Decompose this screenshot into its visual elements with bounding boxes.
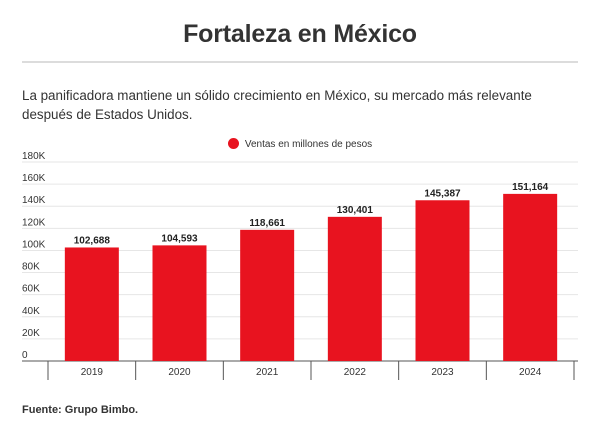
bar-data-label: 102,688 <box>74 235 111 246</box>
bar <box>327 216 382 361</box>
y-tick-label: 0 <box>22 350 28 361</box>
y-tick-label: 140K <box>22 195 46 206</box>
x-tick-label: 2021 <box>256 367 279 378</box>
bar-data-label: 145,387 <box>424 188 461 199</box>
y-tick-label: 20K <box>22 328 40 339</box>
x-tick-label: 2020 <box>168 367 191 378</box>
title-divider <box>22 61 578 63</box>
y-tick-label: 100K <box>22 239 46 250</box>
chart-legend: Ventas en millones de pesos <box>0 138 600 150</box>
bar-chart: 0 20K 40K 60K 80K 100K 120K 140K 160K 180K 102,688… <box>22 151 578 380</box>
legend-swatch-icon <box>227 138 239 149</box>
legend-label: Ventas en millones de pesos <box>244 139 373 150</box>
page-subtitle: La panificadora mantiene un sólido creci… <box>22 88 532 122</box>
source-note: Fuente: Grupo Bimbo. <box>22 404 139 416</box>
bar <box>415 200 470 361</box>
x-tick-label: 2019 <box>81 367 104 378</box>
bar <box>240 229 295 361</box>
bar-data-label: 118,661 <box>249 218 285 229</box>
x-tick-label: 2022 <box>344 367 367 378</box>
y-tick-label: 80K <box>22 262 40 273</box>
bar-data-label: 130,401 <box>337 205 374 216</box>
bar <box>152 245 207 361</box>
bar <box>64 247 119 361</box>
bar-data-label: 104,593 <box>161 233 198 244</box>
y-tick-label: 120K <box>22 217 46 228</box>
y-tick-label: 40K <box>22 306 40 317</box>
page-title: Fortaleza en México <box>183 20 417 48</box>
bar <box>503 193 558 361</box>
y-tick-label: 60K <box>22 284 40 295</box>
bar-data-label: 151,164 <box>512 182 549 193</box>
y-tick-label: 160K <box>22 173 46 184</box>
x-tick-label: 2024 <box>519 367 542 378</box>
y-tick-label: 180K <box>22 151 46 162</box>
x-tick-label: 2023 <box>431 367 454 378</box>
